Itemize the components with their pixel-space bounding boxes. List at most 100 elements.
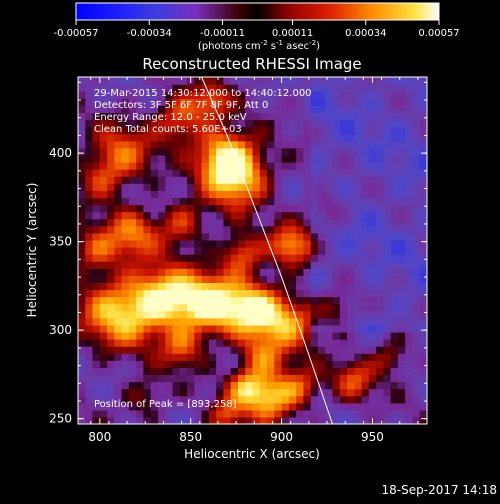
heatmap-cell: [412, 402, 421, 411]
heatmap-cell: [325, 211, 334, 220]
heatmap-cell: [208, 91, 217, 99]
heatmap-cell: [245, 254, 254, 262]
heatmap-cell: [303, 140, 312, 149]
heatmap-cell: [390, 204, 399, 213]
heatmap-cell: [121, 211, 130, 220]
heatmap-cell: [383, 119, 392, 128]
heatmap-cell: [347, 317, 355, 326]
heatmap-cell: [303, 225, 312, 234]
heatmap-cell: [361, 317, 370, 326]
heatmap-cell: [150, 126, 159, 135]
heatmap-cell: [194, 169, 203, 177]
heatmap-cell: [252, 331, 261, 340]
heatmap-cell: [361, 353, 370, 361]
heatmap-cell: [390, 402, 399, 411]
heatmap-cell: [179, 239, 188, 248]
heatmap-cell: [92, 261, 101, 269]
heatmap-cell: [150, 402, 159, 411]
heatmap-cell: [187, 317, 195, 326]
heatmap-cell: [92, 282, 101, 291]
heatmap-cell: [136, 154, 145, 163]
heatmap-cell: [376, 169, 384, 177]
heatmap-cell: [92, 303, 101, 312]
heatmap-cell: [347, 218, 355, 227]
heatmap-cell: [136, 239, 145, 248]
heatmap-cell: [419, 176, 427, 184]
heatmap-cell: [230, 218, 239, 227]
heatmap-cell: [267, 339, 275, 347]
heatmap-cell: [85, 133, 94, 142]
heatmap-cell: [310, 91, 319, 99]
heatmap-cell: [288, 98, 297, 106]
heatmap-cell: [216, 126, 224, 135]
heatmap-cell: [150, 388, 159, 397]
heatmap-cell: [78, 289, 86, 298]
heatmap-cell: [172, 183, 181, 191]
heatmap-cell: [187, 239, 195, 248]
heatmap-cell: [121, 324, 130, 333]
heatmap-cell: [238, 133, 246, 142]
heatmap-cell: [412, 133, 421, 142]
heatmap-cell: [85, 289, 94, 298]
heatmap-cell: [419, 105, 427, 113]
heatmap-cell: [412, 119, 421, 128]
heatmap-cell: [397, 339, 406, 347]
heatmap-cell: [339, 367, 348, 375]
heatmap-cell: [158, 176, 166, 184]
heatmap-cell: [274, 416, 283, 424]
heatmap-cell: [85, 268, 94, 276]
heatmap-cell: [296, 232, 304, 241]
heatmap-cell: [317, 346, 326, 354]
heatmap-cell: [121, 339, 130, 347]
heatmap-cell: [121, 239, 130, 248]
heatmap-cell: [419, 395, 427, 404]
heatmap-cell: [245, 381, 254, 390]
heatmap-cell: [143, 190, 152, 198]
heatmap-cell: [317, 367, 326, 375]
heatmap-cell: [150, 154, 159, 163]
heatmap-cell: [172, 346, 181, 354]
heatmap-cell: [267, 416, 275, 424]
heatmap-cell: [354, 367, 363, 375]
heatmap-cell: [158, 98, 166, 106]
heatmap-cell: [216, 247, 224, 255]
heatmap-cell: [201, 275, 210, 283]
heatmap-cell: [303, 254, 312, 262]
heatmap-cell: [216, 98, 224, 106]
heatmap-cell: [310, 289, 319, 298]
heatmap-cell: [303, 303, 312, 312]
heatmap-cell: [368, 183, 377, 191]
heatmap-cell: [288, 183, 297, 191]
heatmap-cell: [187, 261, 195, 269]
heatmap-cell: [317, 147, 326, 156]
heatmap-cell: [332, 339, 341, 347]
heatmap-cell: [376, 254, 384, 262]
heatmap-cell: [201, 211, 210, 220]
heatmap-cell: [296, 409, 304, 418]
heatmap-cell: [78, 296, 86, 305]
heatmap-cell: [143, 254, 152, 262]
heatmap-cell: [252, 133, 261, 142]
heatmap-cell: [397, 268, 406, 276]
heatmap-cell: [361, 232, 370, 241]
heatmap-cell: [376, 402, 384, 411]
heatmap-cell: [128, 77, 137, 85]
heatmap-cell: [376, 367, 384, 375]
heatmap-cell: [107, 367, 115, 375]
heatmap-cell: [347, 162, 355, 170]
heatmap-cell: [339, 119, 348, 128]
heatmap-cell: [419, 402, 427, 411]
heatmap-cell: [361, 84, 370, 92]
heatmap-cell: [281, 225, 290, 234]
heatmap-cell: [99, 211, 108, 220]
heatmap-cell: [114, 239, 123, 248]
heatmap-cell: [310, 395, 319, 404]
heatmap-cell: [208, 367, 217, 375]
heatmap-cell: [252, 310, 261, 319]
heatmap-cell: [158, 317, 166, 326]
heatmap-cell: [354, 388, 363, 397]
heatmap-cell: [296, 154, 304, 163]
heatmap-cell: [288, 402, 297, 411]
heatmap-cell: [288, 197, 297, 206]
heatmap-cell: [158, 367, 166, 375]
